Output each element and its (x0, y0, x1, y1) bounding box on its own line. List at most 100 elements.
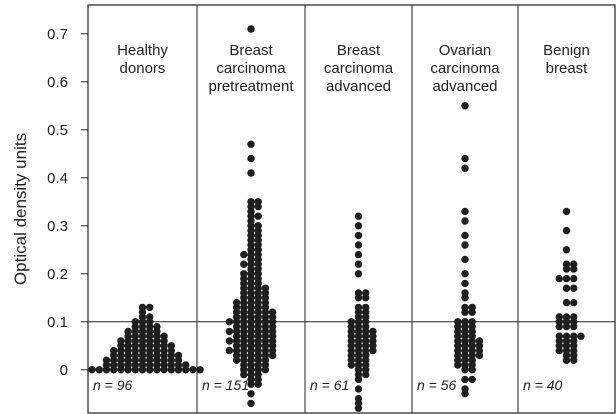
dot (562, 356, 571, 364)
dot (369, 346, 377, 355)
dot (354, 250, 363, 259)
dot (562, 322, 571, 331)
dot (247, 169, 255, 177)
y-tick-label: 0.2 (47, 266, 68, 283)
dot (146, 303, 154, 312)
dot (461, 294, 469, 302)
dot (468, 308, 476, 316)
dot (562, 246, 571, 254)
dot (354, 270, 363, 278)
dot (254, 212, 262, 220)
dot (468, 366, 476, 374)
y-tick-label: 0.4 (47, 170, 68, 187)
dot (461, 366, 469, 374)
dot (225, 318, 234, 326)
dot (354, 385, 363, 393)
dot (189, 366, 197, 374)
y-axis-label: Optical density units (11, 133, 30, 285)
dot (124, 366, 132, 374)
y-tick-label: 0.5 (47, 122, 68, 139)
dot (570, 298, 578, 307)
dot (174, 366, 183, 374)
dot (461, 390, 469, 398)
dot (461, 375, 469, 384)
dot (225, 337, 234, 345)
dot (240, 370, 248, 379)
dot (461, 102, 469, 110)
group-label: Healthy donors (117, 42, 168, 77)
dot (347, 361, 355, 369)
dot (110, 366, 118, 374)
dot (570, 284, 578, 292)
dot (354, 231, 363, 240)
dot (268, 351, 277, 360)
dot (247, 380, 255, 388)
dot (240, 260, 248, 268)
dot (247, 390, 255, 398)
dot (555, 274, 563, 283)
dot (461, 279, 469, 288)
plot-frame (87, 4, 616, 414)
dot (182, 366, 190, 374)
group-label: Breast carcinoma advanced (323, 42, 394, 95)
n-label: n = 40 (523, 377, 563, 393)
dot (247, 154, 255, 163)
dot (196, 366, 204, 374)
dot (254, 380, 262, 388)
dot (461, 207, 469, 216)
dot (354, 294, 363, 302)
y-tick-label: 0.6 (47, 74, 68, 91)
dot (461, 231, 469, 240)
group-label: Benign breast (543, 42, 590, 77)
dot (570, 356, 578, 364)
dot (354, 404, 363, 412)
dot (88, 366, 96, 374)
dot (167, 366, 175, 374)
dot (102, 366, 111, 374)
n-label: n = 96 (93, 377, 133, 393)
dot (225, 327, 234, 336)
dot (461, 154, 469, 163)
dot (461, 255, 469, 264)
dot (562, 284, 571, 292)
dot (555, 322, 563, 331)
dot (232, 356, 241, 364)
dot (354, 241, 363, 249)
y-tick-label: 0.1 (47, 314, 68, 331)
dot (454, 361, 462, 369)
dot (562, 274, 571, 283)
dot (261, 366, 270, 374)
group-label: Breast carcinoma pretreatment (208, 42, 294, 95)
dot (247, 140, 255, 148)
dot (562, 226, 571, 235)
dot (570, 265, 578, 273)
dot (160, 366, 168, 374)
n-label: n = 56 (417, 377, 457, 393)
dot (138, 366, 147, 374)
dot (117, 366, 125, 374)
dot (225, 346, 234, 355)
dot (570, 274, 578, 283)
dot (362, 294, 370, 302)
n-label: n = 151 (202, 377, 250, 393)
dot (570, 322, 578, 331)
dot (461, 217, 469, 225)
dot (247, 399, 255, 408)
dot (240, 250, 248, 259)
dot (555, 346, 563, 355)
dot (354, 212, 363, 220)
dot (131, 366, 139, 374)
dot (468, 375, 476, 384)
dot (254, 202, 262, 211)
dot (577, 332, 585, 340)
y-tick-label: 0.3 (47, 218, 68, 235)
dot (354, 375, 363, 384)
dot (153, 366, 161, 374)
dot (461, 270, 469, 278)
dot (562, 298, 571, 307)
y-tick-label: 0.7 (47, 26, 68, 43)
n-label: n = 61 (310, 377, 350, 393)
y-tick-label: 0 (60, 362, 68, 379)
